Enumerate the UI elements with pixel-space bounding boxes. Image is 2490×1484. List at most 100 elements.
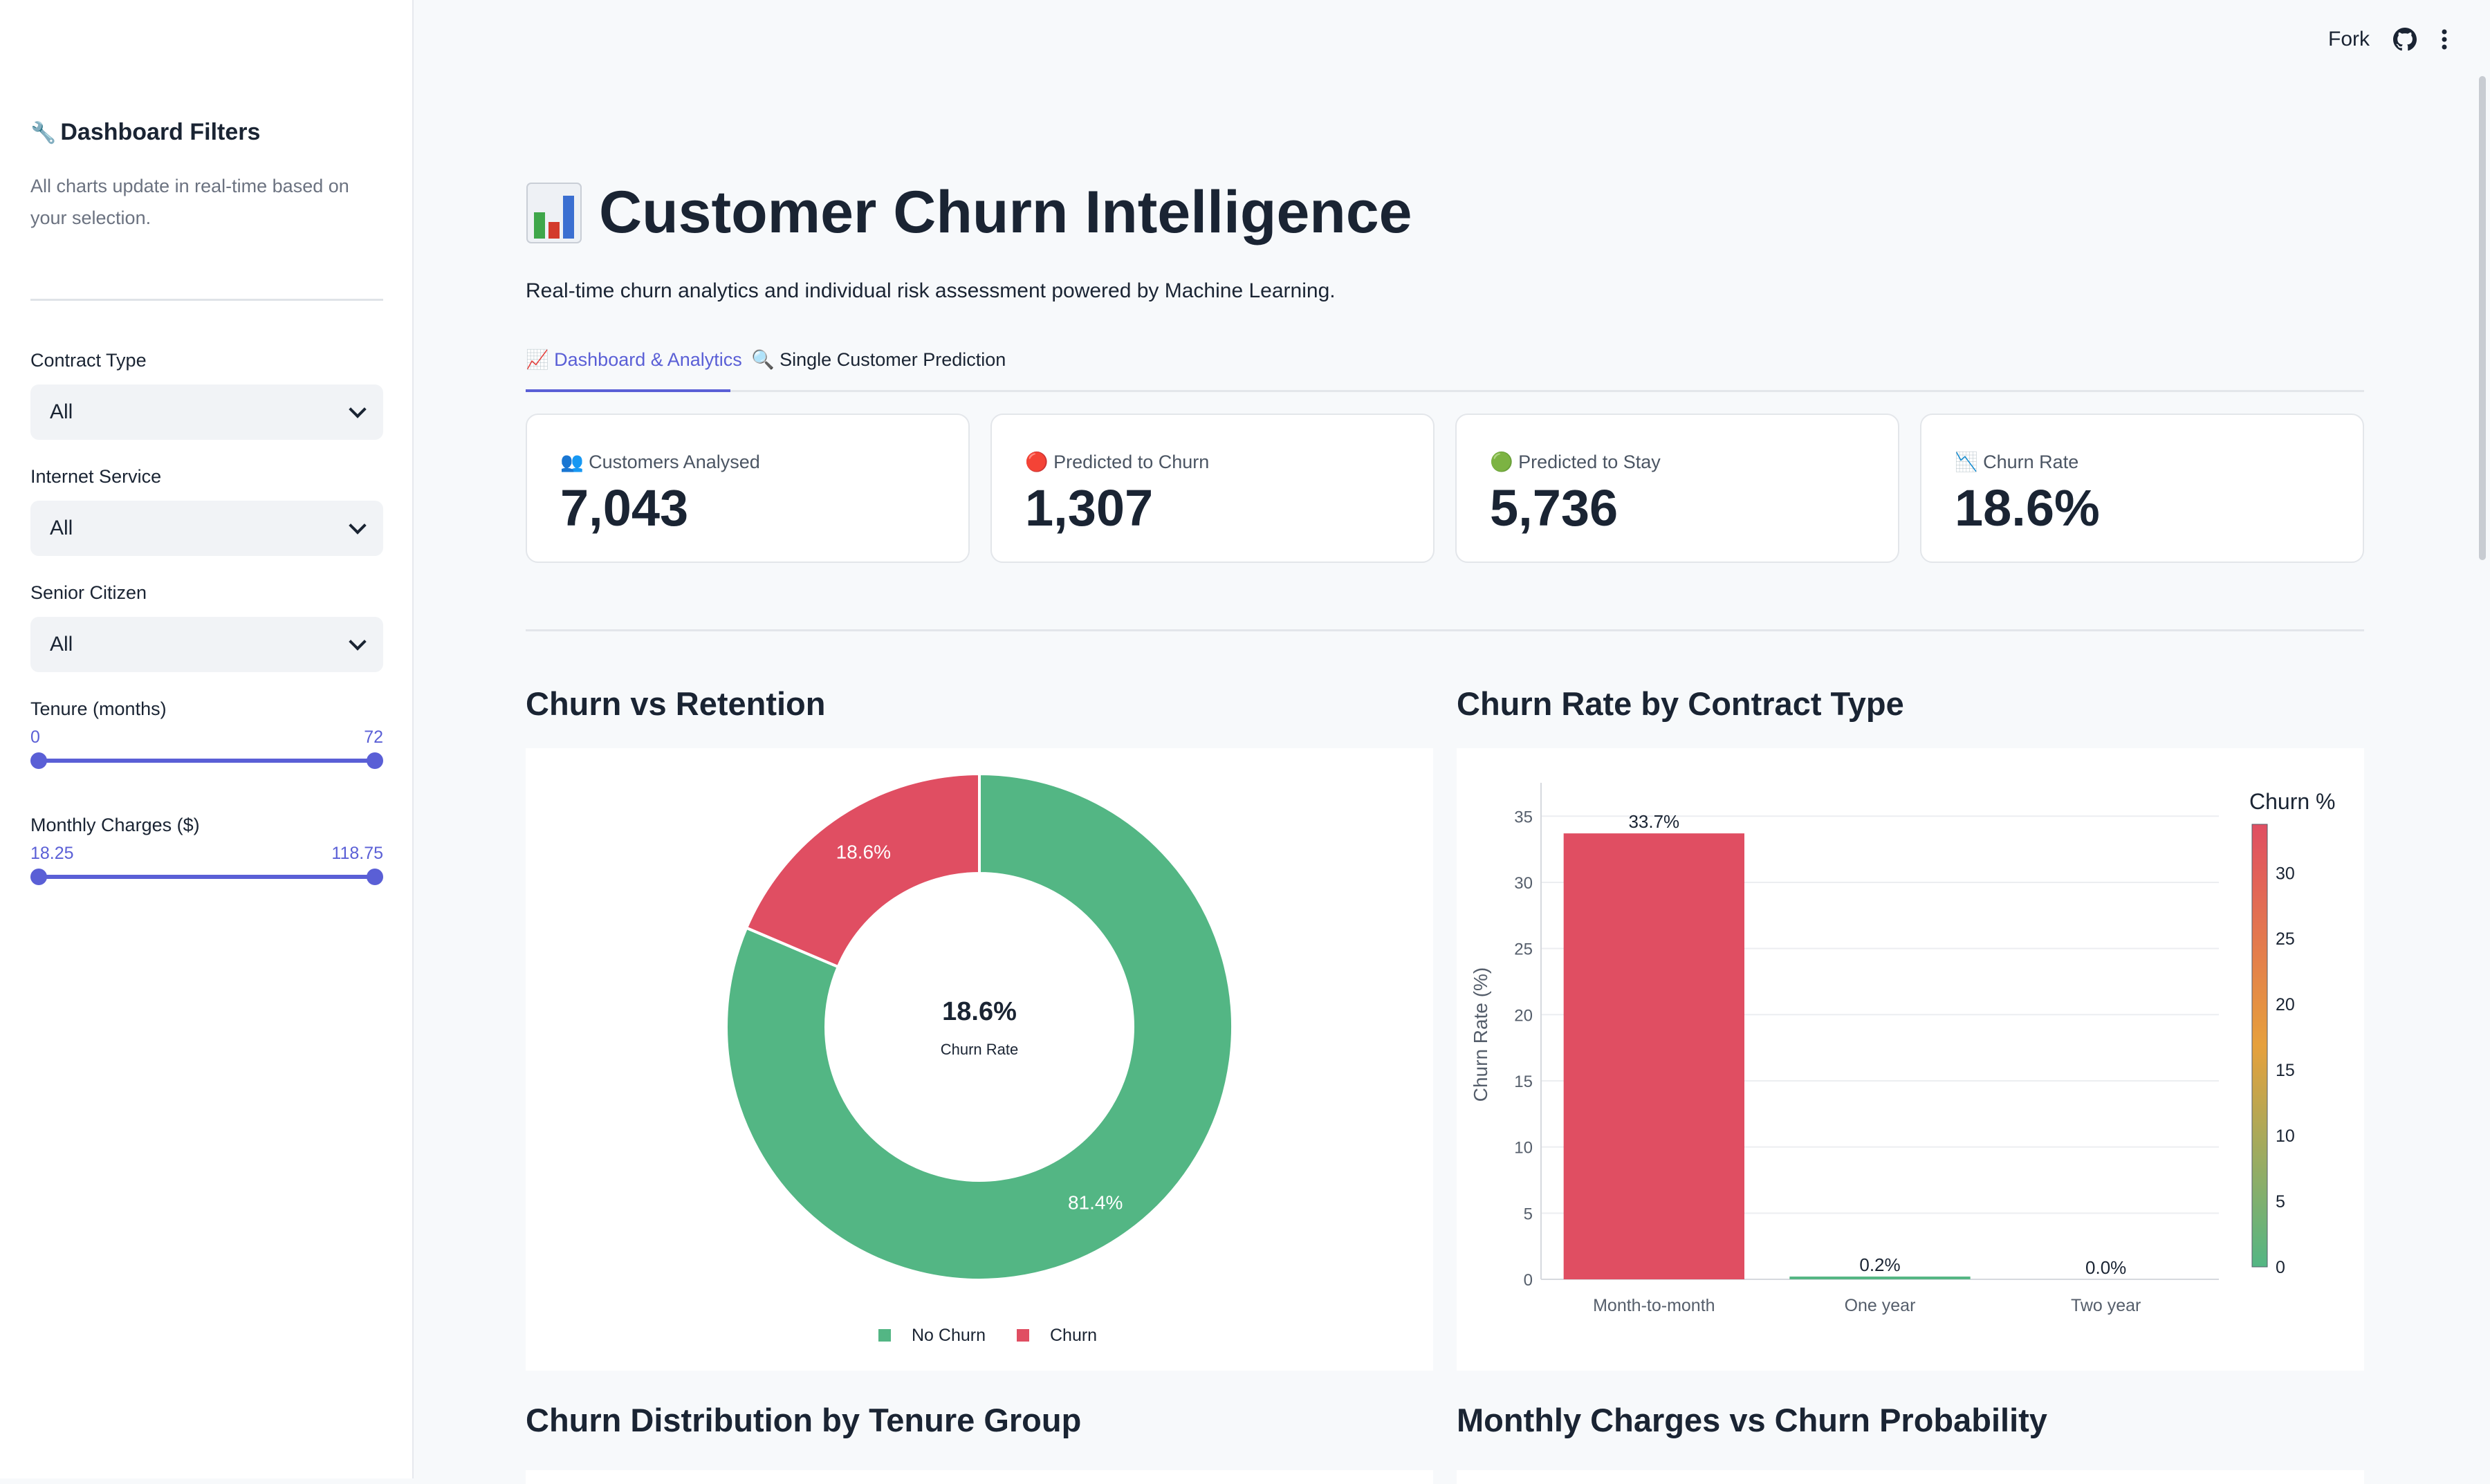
donut-center-value: 18.6% <box>942 997 1017 1026</box>
colorbar-tick-label: 0 <box>2276 1258 2285 1277</box>
kpi-label: 🟢 Predicted to Stay <box>1490 451 1661 473</box>
charges-max: 118.75 <box>331 844 383 863</box>
legend-swatch <box>878 1329 891 1342</box>
more-vertical-icon[interactable] <box>2440 28 2448 50</box>
contract-type-value: All <box>50 400 73 423</box>
donut-slice-label: 18.6% <box>836 841 891 862</box>
colorbar-tick-label: 25 <box>2276 929 2295 949</box>
kpi-label: 📉 Churn Rate <box>1955 451 2078 473</box>
legend-entry: No Churn <box>912 1326 986 1345</box>
charges-slider-track[interactable] <box>37 875 376 879</box>
x-tick-label: Two year <box>2071 1296 2141 1315</box>
kpi-label-text: Churn Rate <box>1983 452 2079 472</box>
section-divider <box>526 629 2364 631</box>
tenure-label: Tenure (months) <box>30 698 167 719</box>
bar-value-label: 33.7% <box>1628 811 1679 832</box>
tab-dashboard-analytics-label: Dashboard & Analytics <box>554 349 742 370</box>
charges-chart-panel <box>1457 1470 2364 1484</box>
trend-up-icon: 📈 <box>526 349 549 370</box>
internet-service-select[interactable]: All <box>30 501 383 556</box>
colorbar <box>2251 824 2268 1268</box>
kpi-card-churn-rate: 📉 Churn Rate 18.6% <box>1920 414 2364 563</box>
bar-chart: 0 5 10 15 20 25 30 35 Churn Rate (%) 33.7% Month-t… <box>1470 783 2336 1315</box>
bar-one-year <box>1789 1277 1971 1279</box>
trend-down-icon: 📉 <box>1955 452 1978 472</box>
tenure-slider-max-handle[interactable] <box>367 752 383 769</box>
y-tick-label: 0 <box>1524 1271 1533 1290</box>
kpi-label-text: Predicted to Churn <box>1053 452 1210 472</box>
kpi-value: 18.6% <box>1955 479 2100 537</box>
chevron-down-icon <box>349 517 367 535</box>
bar-section-title: Churn Rate by Contract Type <box>1457 685 1904 722</box>
tab-bar: 📈 Dashboard & Analytics 🔍 Single Custome… <box>526 342 2364 392</box>
red-circle-icon: 🔴 <box>1025 452 1049 472</box>
y-tick-label: 20 <box>1514 1006 1533 1025</box>
bar-month-to-month <box>1563 833 1744 1279</box>
donut-chart: 81.4% 18.6% 18.6% Churn Rate No Churn Churn <box>725 772 1234 1345</box>
donut-slice-no-churn <box>725 772 1234 1281</box>
page-title: Customer Churn Intelligence <box>526 178 1412 247</box>
sidebar-title-text: Dashboard Filters <box>60 119 261 145</box>
sidebar-title: 🔧 Dashboard Filters <box>30 119 260 146</box>
y-tick-label: 35 <box>1514 808 1533 826</box>
y-axis-label: Churn Rate (%) <box>1470 967 1491 1102</box>
sidebar: 🔧 Dashboard Filters All charts update in … <box>0 0 414 1478</box>
x-tick-label: One year <box>1845 1296 1916 1315</box>
colorbar-tick-label: 20 <box>2276 995 2295 1014</box>
tenure-chart-panel <box>526 1470 1433 1484</box>
page-scrollbar[interactable] <box>2479 76 2486 560</box>
bar-value-label: 0.2% <box>1859 1254 1900 1275</box>
legend-swatch <box>1017 1329 1029 1342</box>
donut-section-title: Churn vs Retention <box>526 685 826 722</box>
charges-min: 18.25 <box>30 844 74 863</box>
magnifier-icon: 🔍 <box>751 349 775 370</box>
tenure-slider-min-handle[interactable] <box>30 752 47 769</box>
bar-chart-icon <box>526 182 582 243</box>
charges-slider-max-handle[interactable] <box>367 869 383 885</box>
tenure-min: 0 <box>30 727 40 747</box>
tab-single-customer-prediction[interactable]: 🔍 Single Customer Prediction <box>751 349 1006 371</box>
y-tick-label: 15 <box>1514 1073 1533 1091</box>
senior-citizen-select[interactable]: All <box>30 617 383 672</box>
fork-button[interactable]: Fork <box>2328 28 2370 50</box>
active-tab-indicator <box>526 389 730 392</box>
kpi-value: 7,043 <box>560 479 689 537</box>
kpi-label-text: Customers Analysed <box>589 452 760 472</box>
colorbar-tick-label: 10 <box>2276 1126 2295 1146</box>
tenure-slider-track[interactable] <box>37 759 376 763</box>
top-toolbar: Fork <box>2328 28 2448 51</box>
kpi-label-text: Predicted to Stay <box>1518 452 1661 472</box>
y-tick-label: 5 <box>1524 1205 1533 1223</box>
colorbar-title: Churn % <box>2249 789 2336 814</box>
page-title-text: Customer Churn Intelligence <box>599 179 1412 245</box>
contract-type-label: Contract Type <box>30 350 147 371</box>
tab-dashboard-analytics[interactable]: 📈 Dashboard & Analytics <box>526 349 742 371</box>
legend-entry: Churn <box>1050 1326 1097 1345</box>
y-tick-label: 10 <box>1514 1139 1533 1158</box>
charges-slider-min-handle[interactable] <box>30 869 47 885</box>
donut-slice-churn <box>744 772 981 969</box>
bar-value-label: 0.0% <box>2085 1257 2126 1278</box>
y-tick-label: 25 <box>1514 940 1533 959</box>
donut-center-label: Churn Rate <box>941 1041 1019 1058</box>
colorbar-tick-label: 5 <box>2276 1192 2285 1212</box>
kpi-value: 5,736 <box>1490 479 1618 537</box>
donut-chart-panel: 81.4% 18.6% 18.6% Churn Rate No Churn Churn <box>526 748 1433 1371</box>
y-tick-label: 30 <box>1514 874 1533 893</box>
github-icon[interactable] <box>2393 28 2417 51</box>
tab-single-customer-prediction-label: Single Customer Prediction <box>780 349 1006 370</box>
kpi-label: 👥 Customers Analysed <box>560 451 760 473</box>
colorbar-tick-label: 15 <box>2276 1061 2295 1080</box>
senior-citizen-value: All <box>50 633 73 656</box>
monthly-charges-label: Monthly Charges ($) <box>30 815 200 835</box>
kpi-card-customers-analysed: 👥 Customers Analysed 7,043 <box>526 414 970 563</box>
tenure-max: 72 <box>364 727 383 747</box>
x-tick-label: Month-to-month <box>1593 1296 1715 1315</box>
kpi-card-predicted-stay: 🟢 Predicted to Stay 5,736 <box>1455 414 1899 563</box>
contract-type-select[interactable]: All <box>30 384 383 440</box>
green-circle-icon: 🟢 <box>1490 452 1513 472</box>
kpi-label: 🔴 Predicted to Churn <box>1025 451 1209 473</box>
chevron-down-icon <box>349 633 367 651</box>
internet-service-value: All <box>50 517 73 539</box>
wrench-icon: 🔧 <box>30 122 57 145</box>
